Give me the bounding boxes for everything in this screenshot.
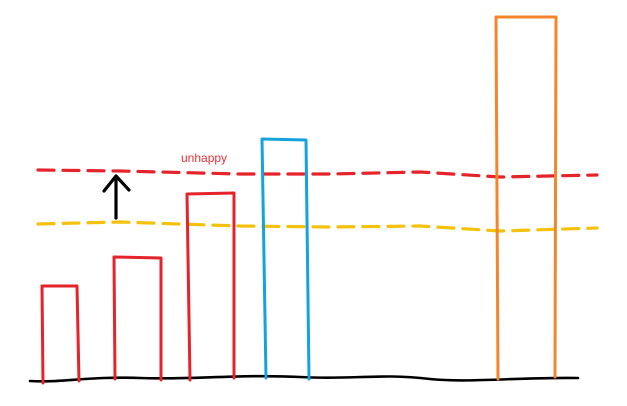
red-dashed-threshold-line bbox=[36, 168, 599, 179]
red-bar-1 bbox=[40, 284, 81, 385]
red-bar-3 bbox=[185, 191, 236, 382]
blue-bar bbox=[260, 137, 311, 381]
orange-bar bbox=[494, 15, 558, 381]
ground-line bbox=[28, 374, 580, 383]
up-arrow-icon bbox=[102, 174, 131, 220]
red-bar-2 bbox=[112, 255, 163, 382]
unhappy-label: unhappy bbox=[181, 151, 227, 165]
yellow-dashed-threshold-line bbox=[36, 220, 599, 233]
